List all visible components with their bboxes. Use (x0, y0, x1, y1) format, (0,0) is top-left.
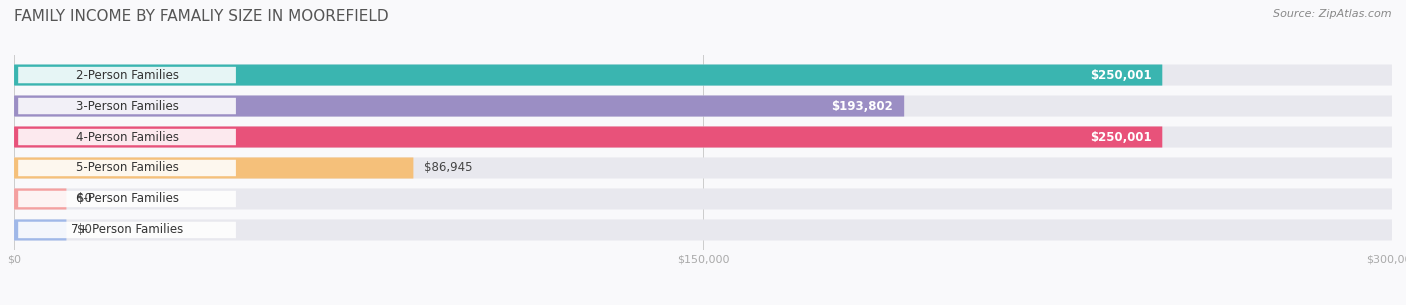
FancyBboxPatch shape (18, 160, 236, 176)
Text: $250,001: $250,001 (1090, 69, 1152, 81)
FancyBboxPatch shape (14, 219, 66, 241)
FancyBboxPatch shape (14, 188, 1392, 210)
Text: 6-Person Families: 6-Person Families (76, 192, 179, 206)
Text: $0: $0 (77, 224, 93, 236)
FancyBboxPatch shape (14, 157, 413, 178)
FancyBboxPatch shape (14, 188, 66, 210)
Text: 5-Person Families: 5-Person Families (76, 161, 179, 174)
FancyBboxPatch shape (14, 127, 1163, 148)
Text: $250,001: $250,001 (1090, 131, 1152, 144)
FancyBboxPatch shape (14, 219, 1392, 241)
FancyBboxPatch shape (18, 222, 236, 238)
FancyBboxPatch shape (14, 64, 1392, 86)
Text: FAMILY INCOME BY FAMALIY SIZE IN MOOREFIELD: FAMILY INCOME BY FAMALIY SIZE IN MOOREFI… (14, 9, 388, 24)
FancyBboxPatch shape (14, 95, 1392, 117)
Text: 2-Person Families: 2-Person Families (76, 69, 179, 81)
FancyBboxPatch shape (14, 127, 1392, 148)
Text: 7+ Person Families: 7+ Person Families (70, 224, 183, 236)
FancyBboxPatch shape (14, 157, 1392, 178)
Text: $86,945: $86,945 (425, 161, 472, 174)
FancyBboxPatch shape (14, 64, 1163, 86)
Text: 4-Person Families: 4-Person Families (76, 131, 179, 144)
FancyBboxPatch shape (14, 95, 904, 117)
FancyBboxPatch shape (18, 129, 236, 145)
FancyBboxPatch shape (18, 98, 236, 114)
Text: $193,802: $193,802 (831, 99, 893, 113)
FancyBboxPatch shape (18, 67, 236, 83)
Text: 3-Person Families: 3-Person Families (76, 99, 179, 113)
FancyBboxPatch shape (18, 191, 236, 207)
Text: Source: ZipAtlas.com: Source: ZipAtlas.com (1274, 9, 1392, 19)
Text: $0: $0 (77, 192, 93, 206)
